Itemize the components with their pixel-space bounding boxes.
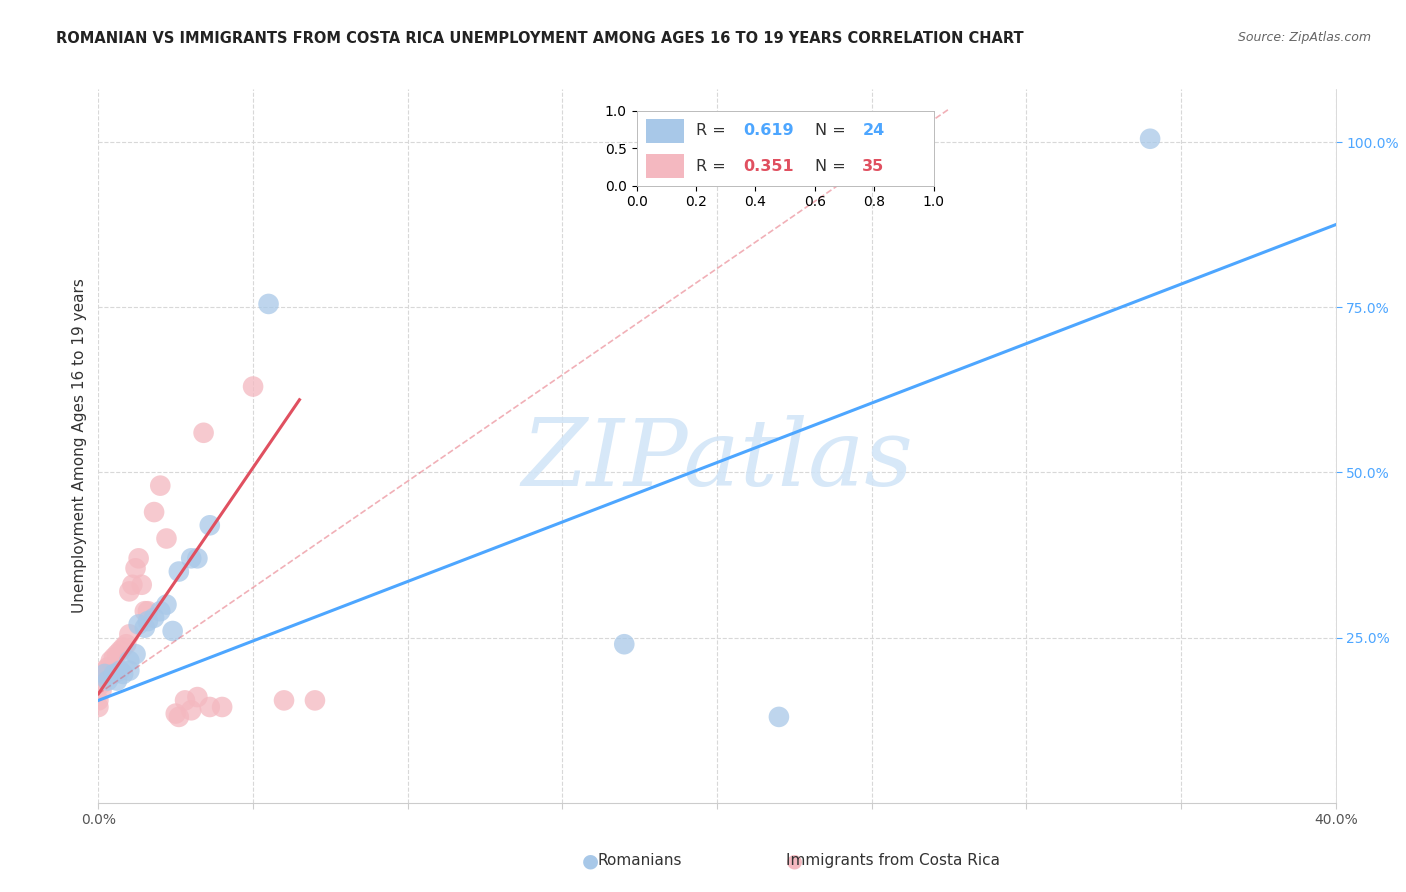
Point	[118, 584, 141, 599]
Point	[87, 700, 110, 714]
Point	[198, 518, 221, 533]
Point	[155, 532, 177, 546]
Point	[128, 551, 150, 566]
Point	[162, 624, 184, 638]
Point	[180, 551, 202, 566]
Point	[136, 614, 159, 628]
Point	[134, 604, 156, 618]
Point	[134, 621, 156, 635]
Point	[97, 673, 120, 688]
Point	[155, 598, 177, 612]
Point	[273, 693, 295, 707]
Point	[193, 425, 215, 440]
Point	[112, 640, 135, 655]
Point	[100, 654, 122, 668]
Point	[198, 700, 221, 714]
Point	[93, 667, 115, 681]
Y-axis label: Unemployment Among Ages 16 to 19 years: Unemployment Among Ages 16 to 19 years	[72, 278, 87, 614]
Point	[124, 647, 146, 661]
Point	[211, 700, 233, 714]
Point	[118, 654, 141, 668]
Point	[143, 611, 166, 625]
Point	[121, 578, 143, 592]
Text: ZIPatlas: ZIPatlas	[522, 416, 912, 505]
Point	[93, 667, 115, 681]
Text: Romanians: Romanians	[598, 854, 682, 868]
Point	[136, 604, 159, 618]
Point	[93, 664, 115, 678]
Point	[167, 565, 190, 579]
Point	[103, 667, 125, 681]
Point	[118, 664, 141, 678]
Point	[87, 693, 110, 707]
Point	[143, 505, 166, 519]
Point	[149, 478, 172, 492]
Point	[180, 703, 202, 717]
Point	[613, 637, 636, 651]
Point	[97, 660, 120, 674]
Point	[768, 710, 790, 724]
Point	[105, 673, 128, 688]
Point	[149, 604, 172, 618]
Point	[124, 561, 146, 575]
Text: ROMANIAN VS IMMIGRANTS FROM COSTA RICA UNEMPLOYMENT AMONG AGES 16 TO 19 YEARS CO: ROMANIAN VS IMMIGRANTS FROM COSTA RICA U…	[56, 31, 1024, 46]
Text: Source: ZipAtlas.com: Source: ZipAtlas.com	[1237, 31, 1371, 45]
Point	[90, 683, 112, 698]
Point	[165, 706, 187, 721]
Point	[304, 693, 326, 707]
Point	[112, 667, 135, 681]
Point	[174, 693, 197, 707]
Point	[108, 644, 131, 658]
Text: ●: ●	[582, 851, 599, 871]
Point	[186, 551, 208, 566]
Point	[257, 297, 280, 311]
Point	[131, 578, 153, 592]
Point	[115, 637, 138, 651]
Point	[1139, 132, 1161, 146]
Point	[103, 650, 125, 665]
Point	[186, 690, 208, 704]
Point	[108, 664, 131, 678]
Point	[105, 647, 128, 661]
Point	[167, 710, 190, 724]
Point	[128, 617, 150, 632]
Point	[90, 677, 112, 691]
Text: Immigrants from Costa Rica: Immigrants from Costa Rica	[786, 854, 1000, 868]
Point	[242, 379, 264, 393]
Point	[118, 627, 141, 641]
Text: ●: ●	[786, 851, 803, 871]
